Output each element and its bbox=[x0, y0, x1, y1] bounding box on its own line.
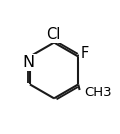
Text: N: N bbox=[22, 55, 35, 70]
Text: F: F bbox=[80, 46, 88, 61]
Text: CH3: CH3 bbox=[84, 86, 112, 99]
Text: Cl: Cl bbox=[46, 27, 61, 42]
